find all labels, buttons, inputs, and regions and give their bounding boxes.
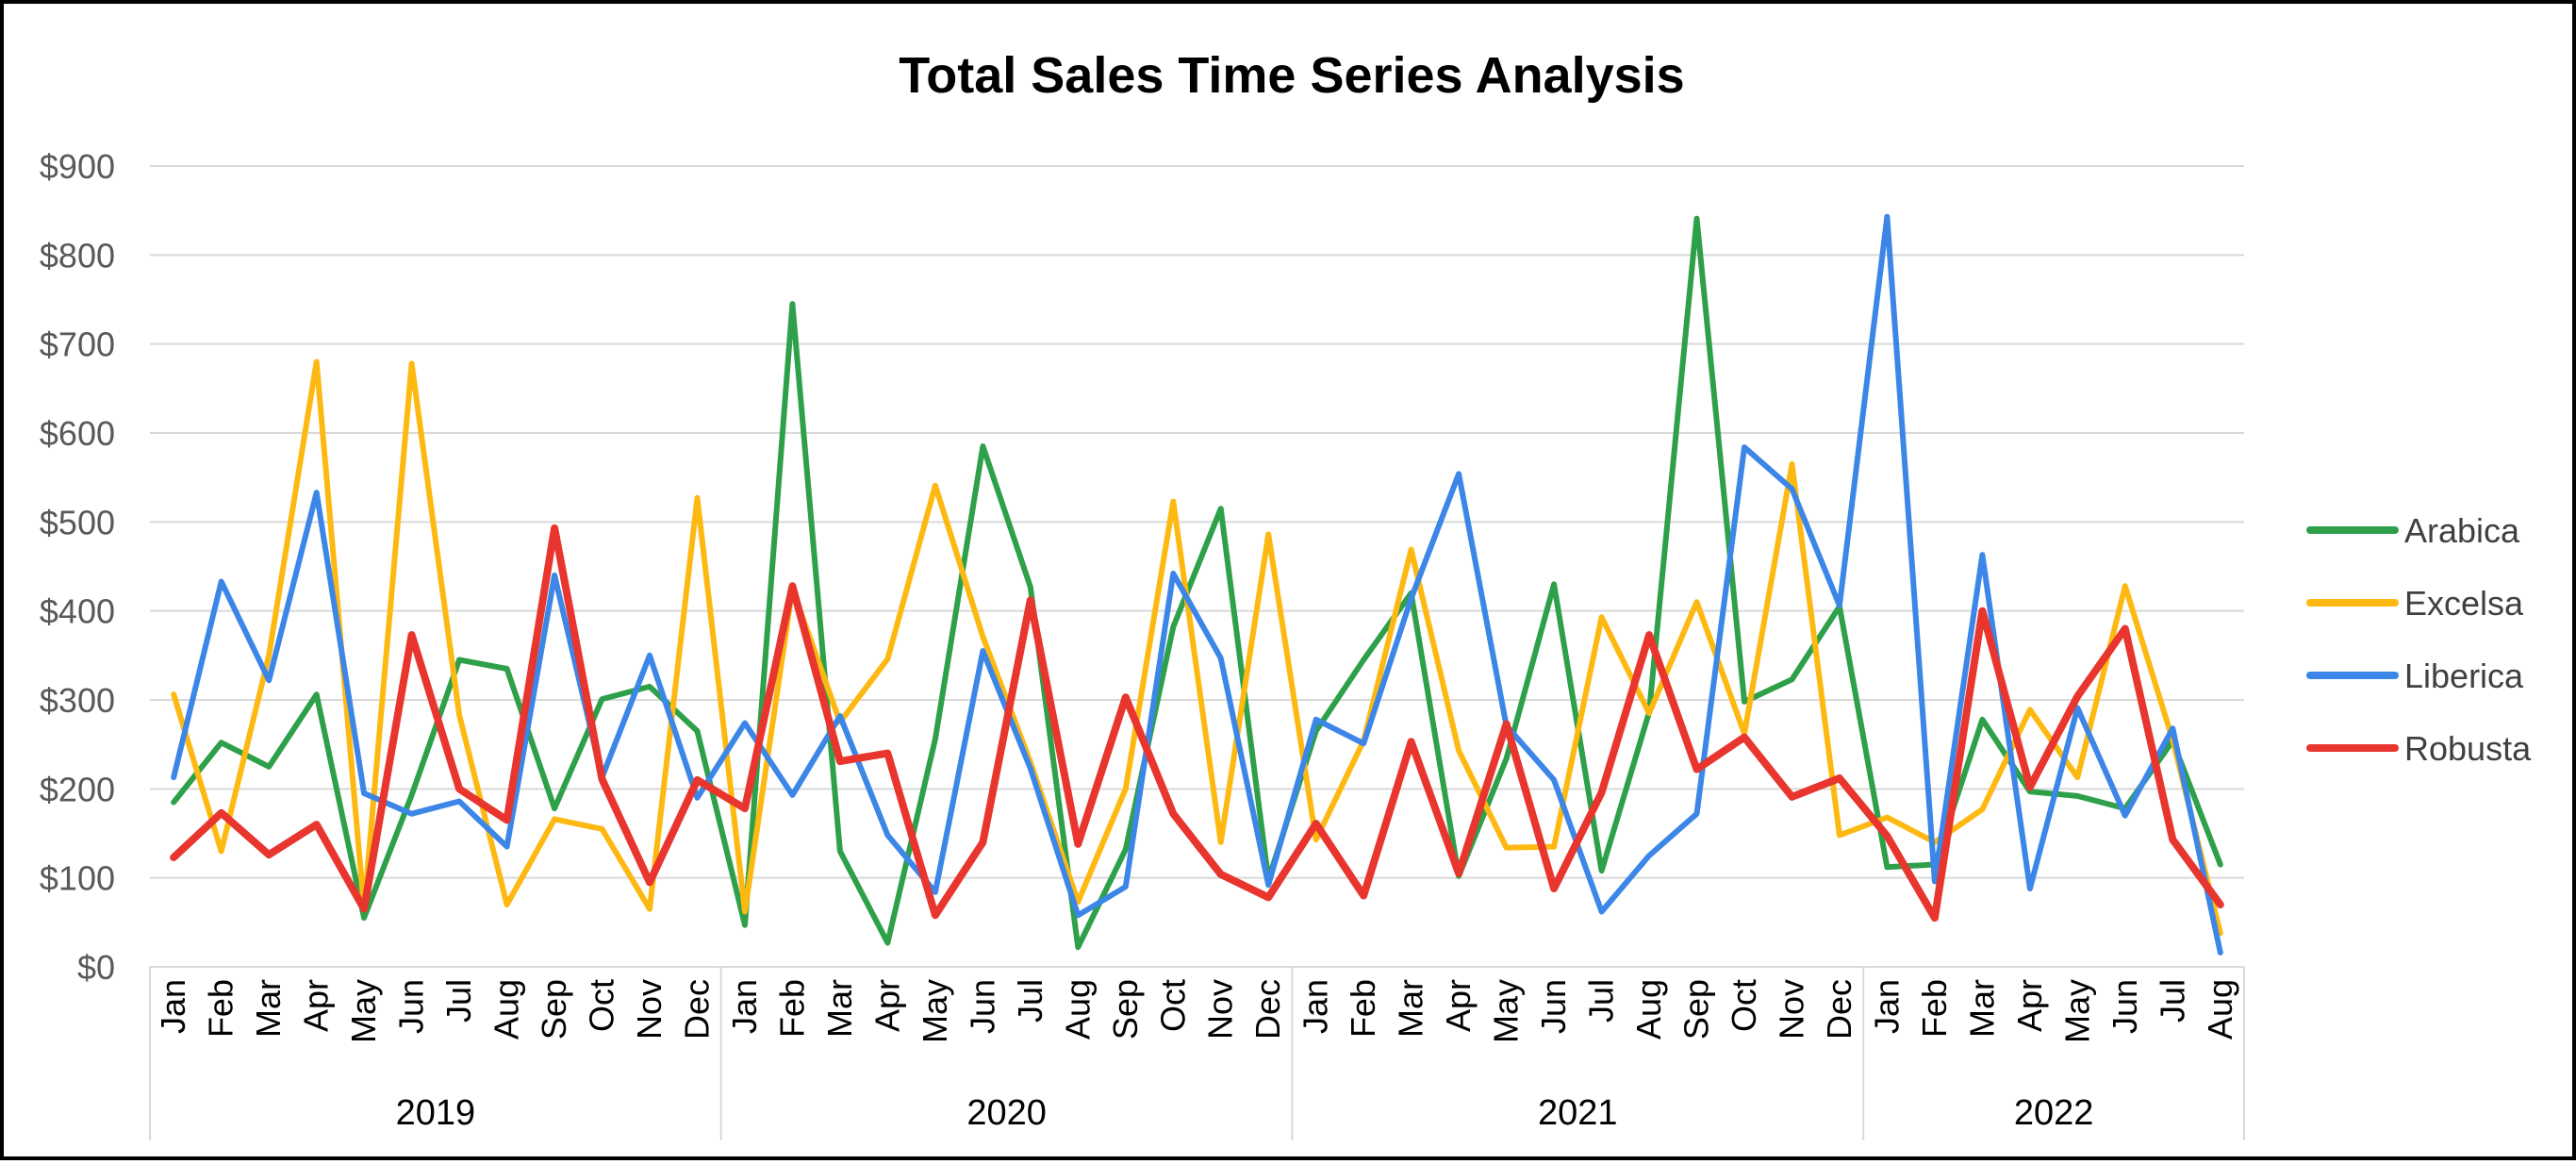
x-tick-label: Feb: [1344, 979, 1382, 1038]
x-tick-label: Sep: [1677, 979, 1716, 1039]
x-tick-label: Jan: [154, 979, 192, 1034]
x-tick-label: Apr: [1439, 979, 1478, 1032]
x-tick-label: Mar: [249, 979, 288, 1038]
x-tick-label: Jun: [2105, 979, 2144, 1034]
plot-series: [170, 213, 2224, 956]
y-tick-label: $800: [40, 236, 115, 274]
legend-label-robusta: Robusta: [2404, 729, 2532, 768]
y-tick-label: $100: [40, 859, 115, 898]
x-tick-label: Feb: [772, 979, 811, 1038]
x-tick-label: Nov: [1772, 979, 1810, 1039]
legend-label-excelsa: Excelsa: [2404, 584, 2524, 623]
y-tick-label: $600: [40, 414, 115, 453]
legend-label-liberica: Liberica: [2404, 657, 2524, 695]
series-line-excelsa: [171, 358, 2223, 937]
legend: Arabica Excelsa Liberica Robusta: [2306, 511, 2532, 768]
x-tick-label: Jul: [2153, 979, 2191, 1023]
x-tick-label: Dec: [1820, 979, 1858, 1039]
x-axis: Jan Feb Mar Apr May Jun Jul Aug Sep Oct Nov Dec Jan F…: [149, 967, 2245, 1140]
x-tick-label: Aug: [1629, 979, 1668, 1039]
x-tick-label: Aug: [1058, 979, 1097, 1039]
x-tick-label: May: [916, 979, 954, 1043]
x-tick-label: Feb: [202, 979, 240, 1038]
chart-svg: Total Sales Time Series Analysis $0$100$…: [40, 47, 2532, 1140]
x-tick-label: Jun: [963, 979, 1001, 1034]
x-tick-label: Mar: [1962, 979, 2001, 1038]
x-tick-label: Nov: [630, 979, 669, 1039]
x-year-label: 2021: [1538, 1093, 1618, 1133]
x-tick-label: Dec: [677, 979, 716, 1039]
y-tick-label: $300: [40, 681, 115, 720]
x-tick-label: Oct: [1153, 979, 1192, 1032]
y-tick-label: $900: [40, 147, 115, 186]
y-axis: $0 $100 $200 $300 $400 $500 $600 $700 $800 $900: [40, 147, 115, 987]
x-tick-label: Jan: [1867, 979, 1906, 1034]
x-tick-label: May: [2057, 979, 2096, 1043]
x-tick-label: Sep: [1106, 979, 1145, 1039]
x-tick-label: May: [344, 979, 383, 1043]
x-tick-label: Apr: [2010, 979, 2049, 1032]
x-tick-label: Nov: [1201, 979, 1240, 1039]
legend-label-arabica: Arabica: [2404, 511, 2520, 550]
x-tick-label: Aug: [2201, 979, 2239, 1039]
x-tick-label: Oct: [1725, 979, 1763, 1032]
series-line-liberica: [171, 213, 2223, 956]
x-tick-label: Dec: [1248, 979, 1287, 1039]
y-tick-label: $0: [77, 948, 115, 987]
x-year-label: 2022: [2014, 1093, 2094, 1133]
x-tick-label: Oct: [583, 979, 621, 1032]
x-tick-label: Jul: [1582, 979, 1621, 1023]
x-tick-label: Jul: [439, 979, 478, 1023]
y-tick-label: $400: [40, 592, 115, 631]
series-line-robusta: [170, 524, 2224, 923]
x-tick-label: Jun: [392, 979, 431, 1034]
x-tick-label: Jan: [725, 979, 764, 1034]
x-tick-label: Jul: [1011, 979, 1049, 1023]
y-tick-label: $200: [40, 770, 115, 808]
chart-title: Total Sales Time Series Analysis: [899, 47, 1684, 104]
x-year-label: 2019: [396, 1093, 476, 1133]
x-tick-label: Mar: [820, 979, 859, 1038]
y-tick-label: $700: [40, 325, 115, 364]
x-tick-label: Feb: [1915, 979, 1954, 1038]
x-tick-label: Aug: [487, 979, 526, 1039]
x-tick-label: May: [1487, 979, 1526, 1043]
x-tick-label: Apr: [297, 979, 336, 1032]
x-tick-label: Apr: [867, 979, 906, 1032]
x-tick-label: Sep: [535, 979, 573, 1039]
x-year-label: 2020: [966, 1093, 1047, 1133]
y-tick-label: $500: [40, 503, 115, 541]
x-tick-label: Mar: [1392, 979, 1430, 1038]
x-tick-label: Jan: [1296, 979, 1335, 1034]
x-tick-label: Jun: [1534, 979, 1573, 1034]
